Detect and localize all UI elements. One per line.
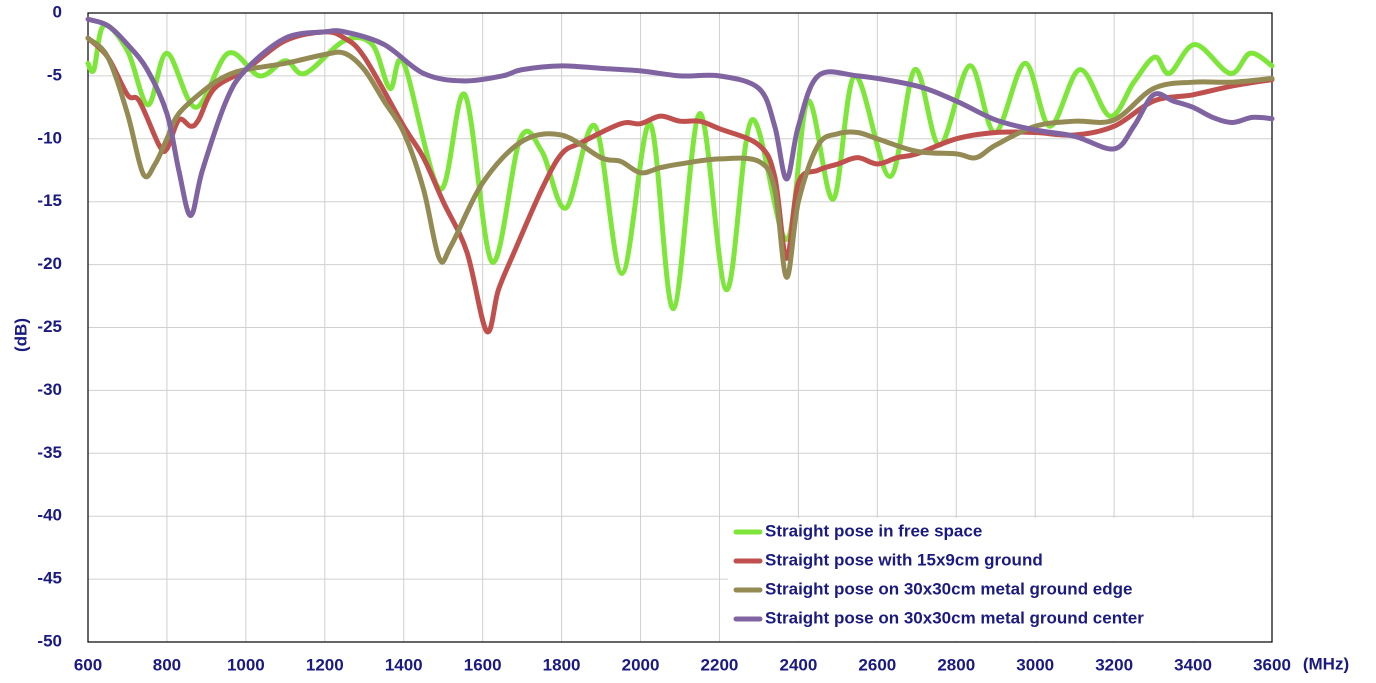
x-tick-label: 2200 bbox=[701, 655, 739, 674]
plot-frame bbox=[87, 12, 1273, 643]
y-tick-label: -35 bbox=[37, 443, 62, 462]
y-tick-label: 0 bbox=[53, 2, 62, 21]
legend-label: Straight pose on 30x30cm metal ground ed… bbox=[765, 579, 1132, 598]
x-tick-label: 2800 bbox=[937, 655, 975, 674]
x-tick-label: 1000 bbox=[227, 655, 265, 674]
legend-label: Straight pose with 15x9cm ground bbox=[765, 550, 1043, 569]
x-tick-label: 3200 bbox=[1095, 655, 1133, 674]
legend-label: Straight pose on 30x30cm metal ground ce… bbox=[765, 608, 1144, 627]
y-axis-label: (dB) bbox=[11, 318, 30, 352]
x-tick-label: 1400 bbox=[385, 655, 423, 674]
data-line bbox=[85, 16, 1275, 219]
y-tick-label: -30 bbox=[37, 380, 62, 399]
x-tick-label: 1800 bbox=[543, 655, 581, 674]
legend-label: Straight pose in free space bbox=[765, 521, 982, 540]
y-tick-label: -10 bbox=[37, 128, 62, 147]
x-tick-label: 2600 bbox=[858, 655, 896, 674]
y-tick-label: -50 bbox=[37, 631, 62, 650]
x-tick-label: 600 bbox=[74, 655, 102, 674]
y-tick-label: -45 bbox=[37, 569, 62, 588]
x-tick-label: 800 bbox=[153, 655, 181, 674]
x-tick-label: 1600 bbox=[464, 655, 502, 674]
x-tick-label: 2400 bbox=[779, 655, 817, 674]
legend-box bbox=[728, 518, 1271, 641]
x-tick-label: 3400 bbox=[1174, 655, 1212, 674]
x-tick-label: 1200 bbox=[306, 655, 344, 674]
y-tick-label: -15 bbox=[37, 191, 62, 210]
y-tick-label: -5 bbox=[47, 65, 62, 84]
x-axis-label: (MHz) bbox=[1303, 654, 1349, 673]
y-tick-label: -20 bbox=[37, 254, 62, 273]
x-tick-label: 2000 bbox=[622, 655, 660, 674]
x-tick-label: 3600 bbox=[1253, 655, 1291, 674]
data-line bbox=[85, 29, 1275, 335]
x-tick-label: 3000 bbox=[1016, 655, 1054, 674]
data-line bbox=[85, 35, 1275, 280]
y-tick-label: -25 bbox=[37, 317, 62, 336]
y-tick-label: -40 bbox=[37, 506, 62, 525]
